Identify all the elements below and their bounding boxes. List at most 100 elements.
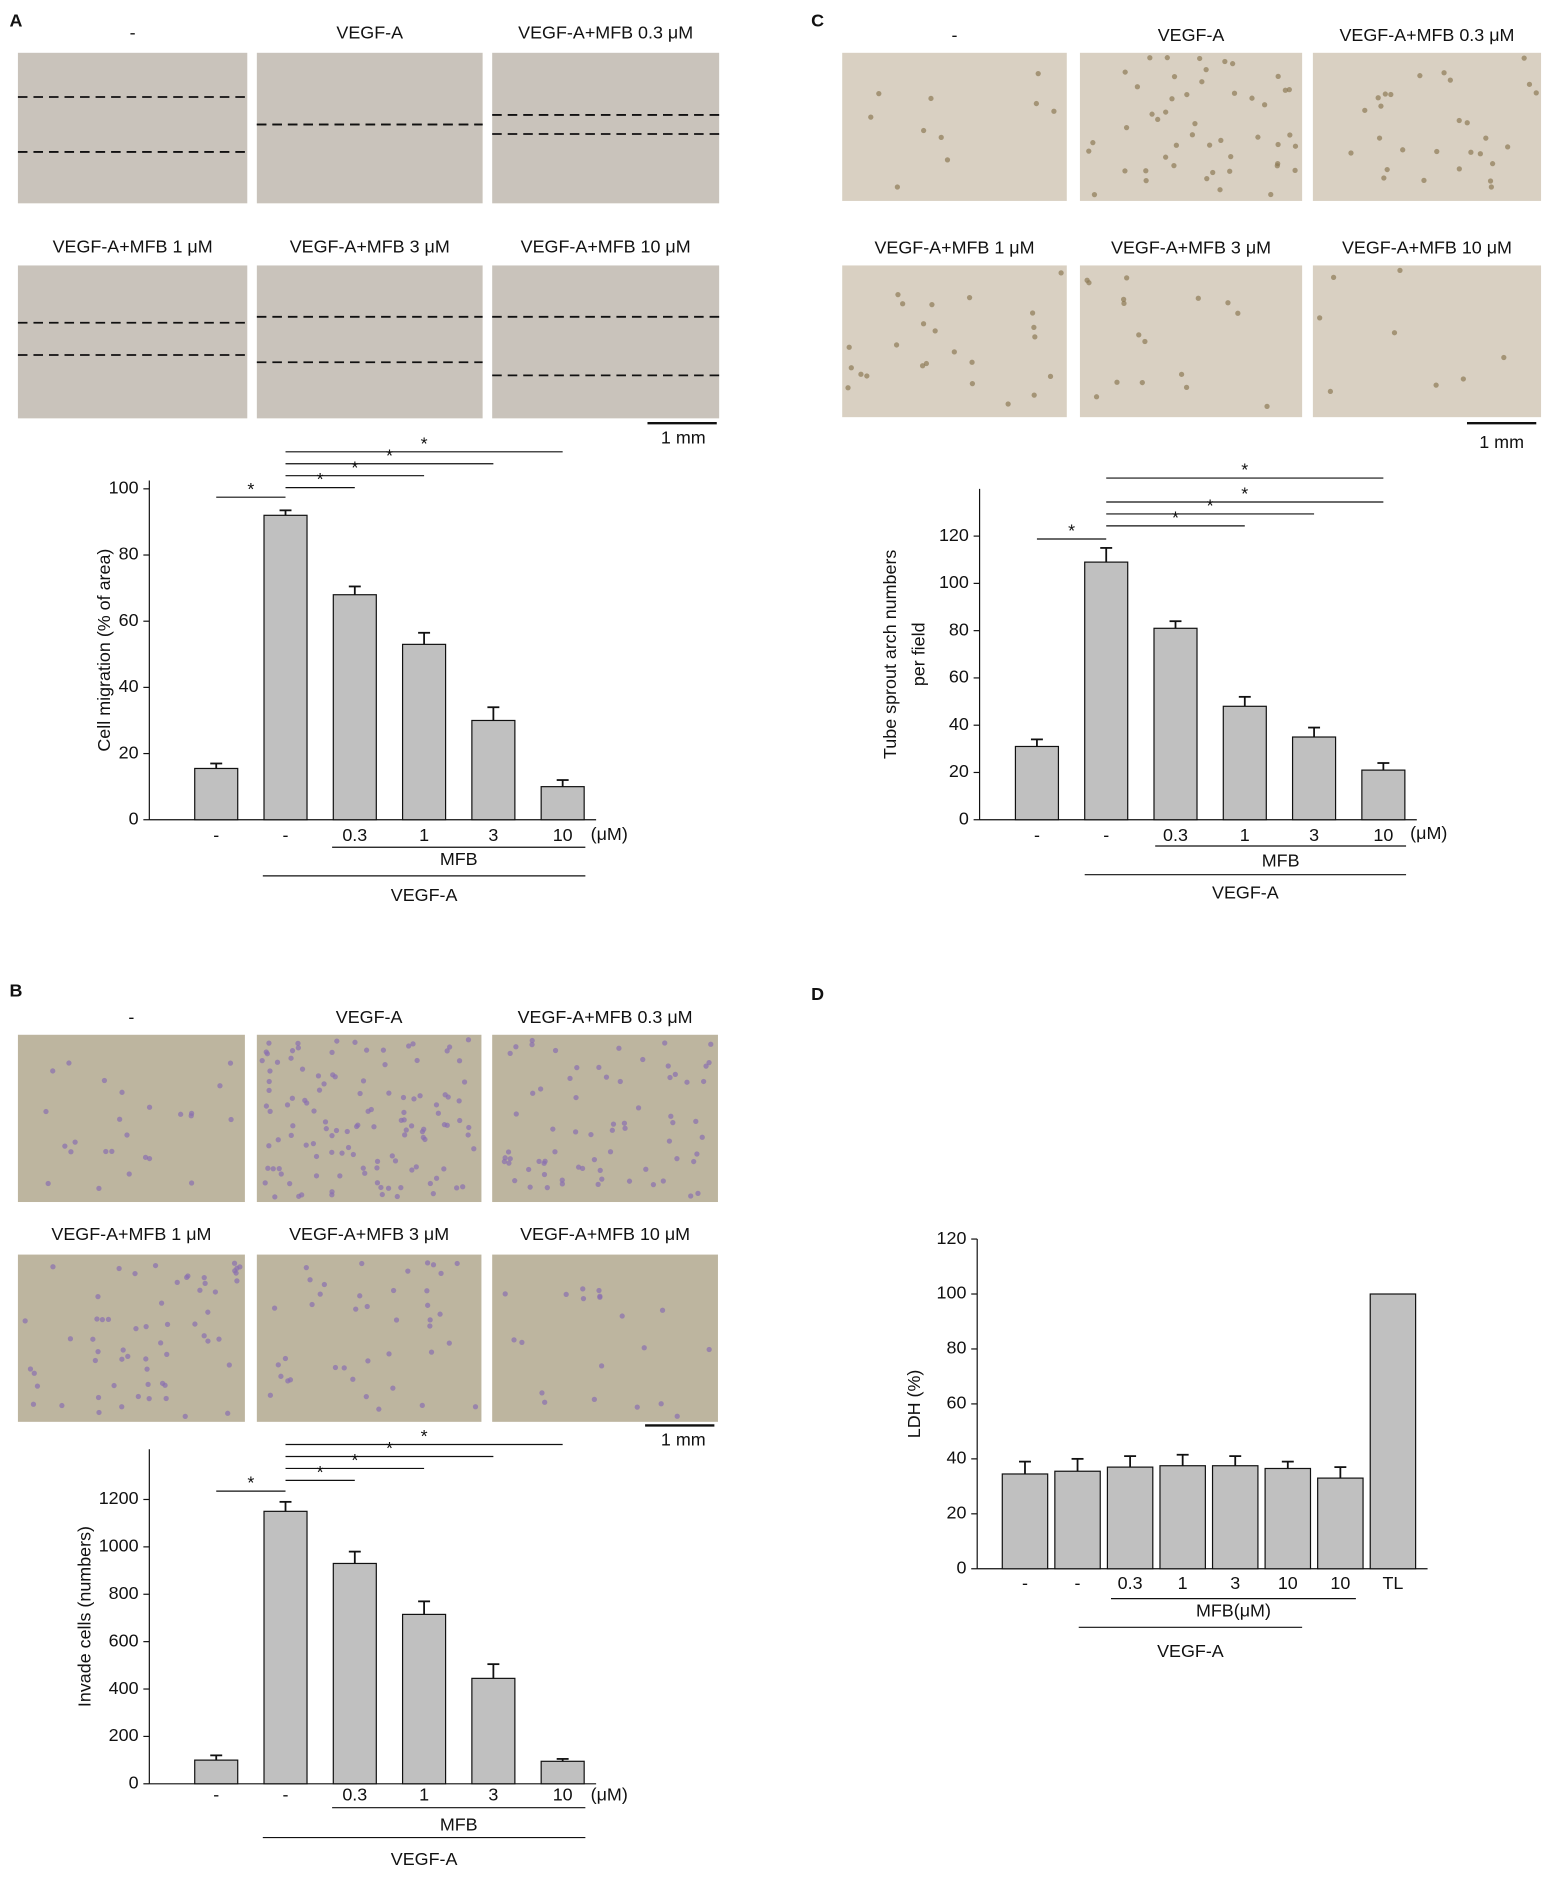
cell	[1348, 150, 1354, 156]
image-label: VEGF-A+MFB 1 μM	[53, 236, 213, 256]
bar	[1211, 1465, 1259, 1570]
cell	[1225, 300, 1231, 306]
cell	[419, 1129, 426, 1135]
cell	[1189, 132, 1196, 138]
cell	[864, 373, 870, 379]
cell	[403, 1127, 409, 1133]
x-tick-label: -	[1034, 825, 1040, 845]
cell	[511, 1337, 517, 1343]
bar	[1153, 627, 1198, 821]
cell	[45, 1180, 51, 1187]
cell	[233, 1270, 239, 1276]
cell	[146, 1395, 152, 1402]
cell	[454, 1185, 460, 1191]
cell	[68, 1149, 74, 1155]
cell	[274, 1059, 281, 1065]
cell	[1287, 132, 1293, 138]
x-tick-label: 10	[1278, 1573, 1298, 1593]
cell	[591, 1396, 597, 1402]
y-tick-label: 1200	[99, 1488, 139, 1508]
cell	[1378, 103, 1384, 109]
cell	[695, 1190, 701, 1197]
cell	[430, 1190, 436, 1197]
cell	[1147, 55, 1153, 61]
cell	[1526, 81, 1533, 87]
cell	[1204, 176, 1210, 182]
cell	[1210, 169, 1216, 176]
cell	[380, 1047, 387, 1053]
cell	[1124, 275, 1130, 281]
cell	[1197, 55, 1203, 62]
bar	[263, 1510, 308, 1785]
y-tick-label: 0	[956, 1558, 966, 1578]
cell	[1483, 135, 1489, 141]
cell	[322, 1119, 329, 1125]
cell	[1397, 267, 1403, 274]
cell	[1051, 108, 1057, 114]
cell	[67, 1336, 74, 1342]
cell	[893, 342, 900, 348]
cell	[271, 1305, 278, 1311]
cell	[1120, 296, 1127, 302]
cell	[621, 1120, 628, 1126]
cell	[619, 1313, 625, 1319]
cell	[665, 1063, 671, 1069]
cell	[574, 1065, 580, 1071]
cell	[287, 1377, 294, 1383]
cell	[234, 1278, 240, 1284]
cell	[1487, 178, 1494, 184]
cell	[530, 1090, 536, 1096]
cell	[461, 1079, 468, 1085]
cell	[405, 1268, 411, 1274]
cell	[550, 1126, 556, 1132]
image-label: VEGF-A+MFB 10 μM	[521, 236, 691, 256]
image-label: VEGF-A+MFB 0.3 μM	[518, 1007, 693, 1027]
x-tick-label: 0.3	[342, 825, 367, 845]
cell	[184, 1274, 190, 1281]
cell	[386, 1090, 392, 1096]
cell	[597, 1294, 603, 1300]
cell	[672, 1071, 678, 1077]
image-label: VEGF-A+MFB 0.3 μM	[1339, 25, 1514, 45]
significance-star: *	[351, 457, 358, 477]
cell	[275, 1362, 281, 1368]
cell	[133, 1325, 139, 1332]
cell	[919, 363, 926, 369]
cell	[304, 1100, 310, 1106]
cell	[1489, 161, 1496, 167]
cell	[575, 1164, 582, 1170]
cell	[457, 1117, 463, 1124]
group-label: MFB	[440, 849, 478, 869]
unit-label: (μM)	[591, 824, 628, 844]
cell	[143, 1324, 149, 1330]
cell	[1456, 117, 1462, 124]
cell	[392, 1158, 399, 1164]
cell	[266, 1040, 272, 1046]
y-tick-label: 20	[947, 1503, 967, 1523]
cell	[360, 1078, 367, 1084]
cell	[1217, 187, 1223, 193]
significance-star: *	[247, 479, 254, 499]
cell	[363, 1047, 370, 1053]
cell	[471, 1146, 477, 1152]
cell	[289, 1048, 296, 1054]
x-tick-label: 10	[1373, 825, 1393, 845]
cell	[635, 1105, 642, 1111]
cell	[309, 1301, 315, 1308]
x-tick-label: 10	[553, 1784, 573, 1804]
cell	[402, 1132, 408, 1138]
cell	[1231, 90, 1238, 96]
significance-star: *	[1241, 484, 1248, 504]
cell	[433, 1175, 440, 1181]
cell	[969, 381, 976, 387]
cell	[573, 1094, 579, 1101]
significance-star: *	[421, 433, 428, 453]
panel-letter: B	[10, 981, 23, 1001]
cell	[465, 1132, 471, 1138]
cell	[174, 1279, 180, 1285]
cell	[699, 1134, 705, 1140]
cell	[1249, 95, 1255, 101]
micrograph	[256, 52, 483, 204]
cell	[428, 1349, 435, 1355]
